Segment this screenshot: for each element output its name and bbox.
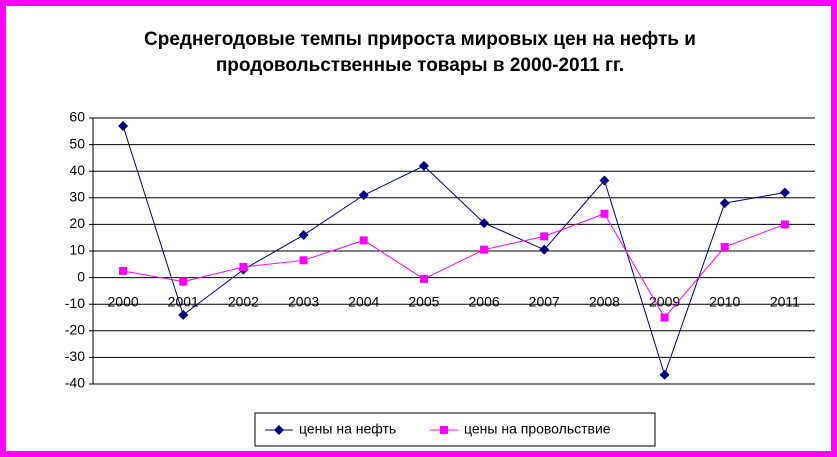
point	[358, 190, 369, 201]
legend-label: цены на провольствие	[464, 421, 611, 437]
point	[780, 220, 789, 229]
x-tick-label: 2000	[108, 293, 139, 309]
point	[720, 243, 729, 252]
x-tick-label: 2001	[168, 293, 199, 309]
chart-title: продовольственные товары в 2000-2011 гг.	[216, 55, 624, 76]
chart-title: Среднегодовые темпы прироста мировых цен…	[144, 29, 696, 50]
point	[599, 175, 610, 186]
point	[779, 187, 790, 198]
y-tick-label: 20	[69, 215, 85, 231]
point	[419, 274, 428, 283]
point	[600, 209, 609, 218]
point	[480, 245, 489, 254]
point	[479, 218, 490, 229]
point	[239, 262, 248, 271]
point	[178, 309, 189, 320]
point	[299, 256, 308, 265]
point	[298, 230, 309, 241]
y-tick-label: 50	[69, 135, 85, 151]
point	[179, 277, 188, 286]
y-tick-label: -10	[65, 295, 85, 311]
point	[118, 120, 129, 131]
point	[359, 236, 368, 245]
x-tick-label: 2003	[288, 293, 319, 309]
x-tick-label: 2010	[709, 293, 740, 309]
x-tick-label: 2004	[348, 293, 379, 309]
x-tick-label: 2008	[589, 293, 620, 309]
x-tick-label: 2007	[529, 293, 560, 309]
point	[659, 369, 670, 380]
y-tick-label: 0	[77, 268, 85, 284]
x-tick-label: 2005	[408, 293, 439, 309]
y-tick-label: 40	[69, 162, 85, 178]
x-tick-label: 2009	[649, 293, 680, 309]
point	[660, 313, 669, 322]
y-tick-label: 30	[69, 189, 85, 205]
point	[540, 232, 549, 241]
legend-marker	[274, 425, 284, 435]
y-tick-label: 60	[69, 109, 85, 125]
x-tick-label: 2002	[228, 293, 259, 309]
series-line	[122, 213, 786, 319]
y-tick-label: 10	[69, 242, 85, 258]
x-tick-label: 2006	[469, 293, 500, 309]
point	[119, 266, 128, 275]
y-tick-label: -40	[65, 375, 85, 391]
y-tick-label: -20	[65, 322, 85, 338]
legend-marker	[440, 426, 448, 434]
x-tick-label: 2011	[770, 293, 800, 309]
point	[418, 160, 429, 171]
legend-label: цены на нефть	[299, 421, 396, 437]
point	[719, 198, 730, 209]
series-line	[122, 125, 786, 377]
point	[539, 244, 550, 255]
y-tick-label: -30	[65, 348, 85, 364]
